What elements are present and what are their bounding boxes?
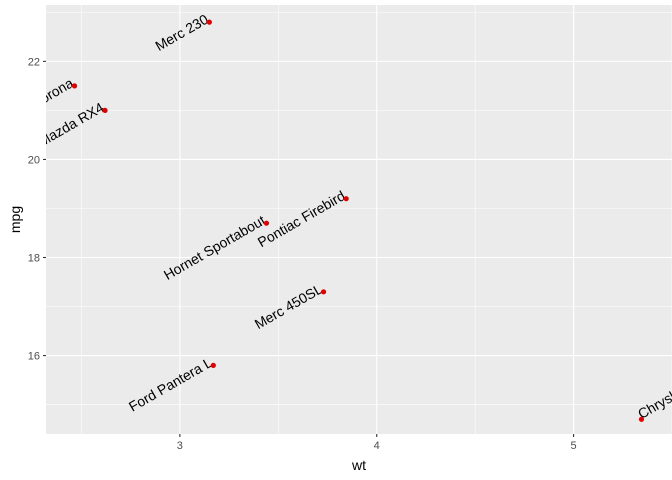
x-tick-label: 5 (571, 440, 577, 452)
data-point (638, 416, 645, 422)
y-tick-label: 18 (28, 252, 40, 264)
y-axis-ticks: 16 18 20 22 (28, 56, 46, 363)
grid-lines (46, 5, 672, 434)
x-axis-ticks: 3 4 5 (177, 434, 577, 452)
data-point (102, 107, 108, 114)
data-point (210, 362, 216, 368)
x-tick-label: 3 (177, 440, 183, 452)
data-point (343, 196, 349, 202)
y-tick-label: 16 (28, 351, 40, 363)
data-point (320, 289, 327, 295)
x-tick-label: 4 (374, 440, 380, 452)
y-axis-title: mpg (7, 206, 23, 233)
x-axis-title: wt (351, 457, 366, 473)
y-tick-label: 22 (28, 56, 40, 68)
plot-panel (46, 5, 672, 434)
data-point (206, 19, 212, 25)
y-tick-label: 20 (28, 154, 40, 166)
data-point (71, 83, 78, 89)
data-points (71, 19, 645, 422)
data-point (263, 220, 270, 226)
